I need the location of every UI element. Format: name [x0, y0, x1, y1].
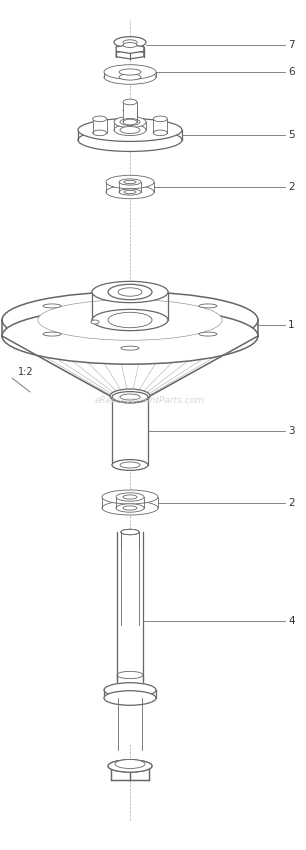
Ellipse shape: [93, 116, 107, 122]
Ellipse shape: [2, 308, 258, 364]
Ellipse shape: [38, 300, 222, 340]
Ellipse shape: [199, 332, 217, 336]
Ellipse shape: [92, 281, 168, 303]
Ellipse shape: [102, 490, 158, 504]
Text: 4: 4: [288, 616, 295, 626]
Text: 6: 6: [288, 67, 295, 77]
Ellipse shape: [119, 189, 141, 196]
Bar: [104, 72, 156, 77]
Bar: [121, 532, 139, 625]
Ellipse shape: [112, 392, 148, 402]
Bar: [2, 320, 258, 336]
Ellipse shape: [120, 118, 140, 126]
Ellipse shape: [104, 683, 156, 697]
Ellipse shape: [104, 70, 156, 84]
Text: 2: 2: [288, 497, 295, 507]
Ellipse shape: [199, 304, 217, 308]
Ellipse shape: [91, 320, 99, 324]
Text: 1:2: 1:2: [18, 367, 34, 377]
Text: 5: 5: [288, 130, 295, 140]
Ellipse shape: [78, 128, 182, 151]
Ellipse shape: [112, 460, 148, 470]
Ellipse shape: [124, 180, 136, 184]
Ellipse shape: [114, 37, 146, 48]
Ellipse shape: [123, 107, 137, 113]
Polygon shape: [2, 336, 258, 396]
Ellipse shape: [2, 292, 258, 348]
Bar: [153, 119, 167, 133]
Bar: [104, 690, 156, 698]
Text: 1: 1: [288, 320, 295, 330]
Ellipse shape: [114, 124, 146, 136]
Ellipse shape: [116, 504, 144, 513]
Ellipse shape: [120, 127, 140, 133]
Ellipse shape: [123, 119, 137, 125]
Ellipse shape: [108, 312, 152, 328]
Bar: [119, 182, 141, 192]
Ellipse shape: [43, 304, 61, 308]
Ellipse shape: [121, 530, 139, 535]
Ellipse shape: [120, 394, 140, 400]
Ellipse shape: [110, 389, 150, 403]
Ellipse shape: [117, 672, 143, 678]
Text: 7: 7: [288, 40, 295, 50]
Polygon shape: [116, 44, 144, 54]
Ellipse shape: [124, 190, 136, 194]
Bar: [102, 497, 158, 508]
Ellipse shape: [115, 760, 145, 768]
Ellipse shape: [123, 40, 137, 45]
Ellipse shape: [106, 185, 154, 199]
Bar: [92, 292, 168, 320]
Bar: [106, 182, 154, 192]
Bar: [123, 102, 137, 122]
Bar: [117, 532, 143, 745]
Ellipse shape: [123, 506, 137, 510]
Ellipse shape: [118, 288, 142, 296]
Bar: [123, 110, 137, 124]
Ellipse shape: [108, 284, 152, 300]
Ellipse shape: [119, 74, 141, 80]
Ellipse shape: [123, 42, 137, 48]
Ellipse shape: [121, 346, 139, 350]
Bar: [116, 497, 144, 508]
Ellipse shape: [102, 501, 158, 515]
Ellipse shape: [123, 122, 137, 127]
Ellipse shape: [108, 760, 152, 772]
Ellipse shape: [43, 332, 61, 336]
Bar: [117, 625, 143, 675]
Ellipse shape: [123, 495, 137, 499]
Ellipse shape: [119, 69, 141, 75]
Ellipse shape: [114, 116, 146, 127]
Ellipse shape: [123, 99, 137, 105]
Ellipse shape: [106, 175, 154, 189]
Bar: [78, 130, 182, 140]
Bar: [117, 675, 143, 680]
Ellipse shape: [121, 530, 139, 535]
Ellipse shape: [121, 290, 139, 294]
Ellipse shape: [108, 760, 152, 772]
Text: 2: 2: [288, 182, 295, 192]
Ellipse shape: [120, 462, 140, 468]
Text: 3: 3: [288, 426, 295, 436]
Ellipse shape: [119, 178, 141, 185]
Ellipse shape: [153, 116, 167, 122]
Ellipse shape: [121, 530, 139, 535]
Ellipse shape: [104, 65, 156, 79]
Ellipse shape: [116, 493, 144, 501]
Bar: [114, 122, 146, 130]
Ellipse shape: [92, 309, 168, 331]
Polygon shape: [116, 50, 144, 59]
Ellipse shape: [93, 130, 107, 136]
Bar: [93, 119, 107, 133]
Text: eReplacementParts.com: eReplacementParts.com: [95, 395, 205, 405]
Bar: [112, 397, 148, 465]
Ellipse shape: [104, 691, 156, 706]
Ellipse shape: [78, 118, 182, 141]
Ellipse shape: [153, 130, 167, 136]
